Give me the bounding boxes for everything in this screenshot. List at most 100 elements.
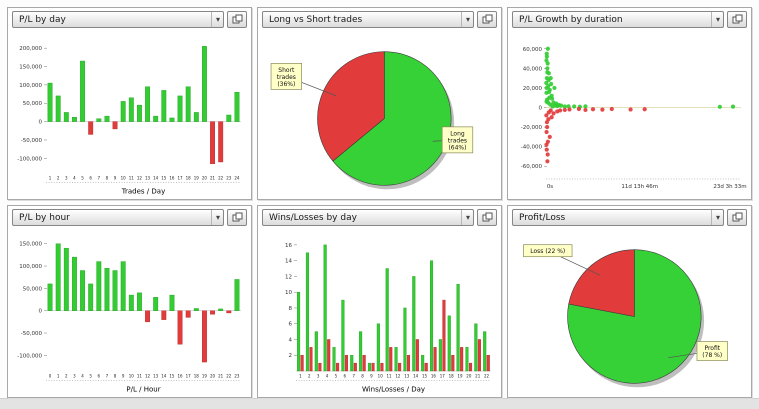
- svg-text:17: 17: [440, 374, 446, 379]
- svg-text:Long: Long: [450, 130, 465, 137]
- panel-pl-by-hour: P/L by hour ▾ 150,000 100,000 50,000 0 -50,0…: [7, 205, 252, 398]
- svg-text:9: 9: [114, 176, 117, 181]
- copy-chart-button[interactable]: [727, 11, 747, 28]
- copy-icon: [732, 14, 742, 24]
- svg-text:2: 2: [65, 374, 68, 379]
- svg-text:20: 20: [466, 374, 472, 379]
- svg-text:20: 20: [210, 374, 216, 379]
- svg-text:10: 10: [129, 374, 135, 379]
- svg-text:16: 16: [285, 243, 292, 249]
- svg-text:10: 10: [285, 290, 292, 296]
- svg-text:(78 %): (78 %): [702, 352, 722, 359]
- chart-type-dropdown[interactable]: Wins/Losses by day ▾: [262, 209, 474, 226]
- svg-text:8: 8: [114, 374, 117, 379]
- dropdown-selected-label: P/L by day: [19, 14, 66, 25]
- panel-long-vs-short-trades: Long vs Short trades ▾ Long trades (64%) Sh…: [257, 7, 502, 200]
- dropdown-selected-label: Wins/Losses by day: [269, 212, 357, 223]
- svg-text:8: 8: [361, 374, 364, 379]
- chart-type-dropdown[interactable]: Profit/Loss ▾: [512, 209, 724, 226]
- svg-text:6: 6: [343, 374, 346, 379]
- svg-text:Short: Short: [278, 67, 295, 74]
- svg-text:24: 24: [234, 176, 240, 181]
- chart-pl-growth-by-duration: 60,000 40,000 20,000 0 -20,000 -40,000 -60,000…: [509, 30, 750, 197]
- svg-text:18: 18: [194, 374, 200, 379]
- svg-text:7: 7: [98, 176, 101, 181]
- copy-chart-button[interactable]: [727, 209, 747, 226]
- chart-type-dropdown[interactable]: P/L by day ▾: [12, 11, 224, 28]
- chevron-down-icon: ▾: [710, 210, 720, 225]
- chart-type-dropdown[interactable]: P/L Growth by duration ▾: [512, 11, 724, 28]
- svg-text:17: 17: [178, 176, 184, 181]
- dropdown-selected-label: P/L Growth by duration: [519, 14, 623, 25]
- svg-text:Loss (22 %): Loss (22 %): [530, 248, 565, 255]
- svg-text:150,000: 150,000: [19, 242, 42, 248]
- svg-text:14: 14: [413, 374, 419, 379]
- chart-profit-loss: Profit (78 %) Loss (22 %): [509, 228, 750, 395]
- svg-text:2: 2: [308, 374, 311, 379]
- svg-text:21: 21: [475, 374, 481, 379]
- svg-text:200,000: 200,000: [19, 46, 42, 52]
- svg-text:Trades / Day: Trades / Day: [121, 188, 165, 196]
- svg-text:2: 2: [57, 176, 60, 181]
- svg-text:P/L / Hour: P/L / Hour: [126, 386, 160, 394]
- panel-wins-losses-by-day: Wins/Losses by day ▾ 16 14 12 10 8 6 4 2 1 2 3 4 5 6 7…: [257, 205, 502, 398]
- svg-text:14: 14: [153, 176, 159, 181]
- chart-type-dropdown[interactable]: P/L by hour ▾: [12, 209, 224, 226]
- svg-text:-100,000: -100,000: [17, 353, 42, 359]
- svg-text:23: 23: [234, 374, 240, 379]
- copy-chart-button[interactable]: [477, 11, 497, 28]
- panel-header: Long vs Short trades ▾: [258, 8, 501, 30]
- svg-text:Wins/Losses / Day: Wins/Losses / Day: [362, 386, 425, 394]
- svg-text:-50,000: -50,000: [21, 331, 43, 337]
- svg-text:-100,000: -100,000: [17, 156, 42, 162]
- svg-text:4: 4: [326, 374, 329, 379]
- svg-text:6: 6: [98, 374, 101, 379]
- copy-icon: [232, 212, 242, 222]
- svg-text:9: 9: [370, 374, 373, 379]
- svg-text:Profit: Profit: [704, 345, 720, 352]
- svg-text:50,000: 50,000: [23, 286, 43, 292]
- svg-text:12: 12: [145, 374, 151, 379]
- dropdown-selected-label: P/L by hour: [19, 212, 70, 223]
- chevron-down-icon: ▾: [460, 210, 470, 225]
- svg-text:8: 8: [106, 176, 109, 181]
- svg-text:6: 6: [289, 322, 293, 328]
- chart-type-dropdown[interactable]: Long vs Short trades ▾: [262, 11, 474, 28]
- svg-text:1: 1: [299, 374, 302, 379]
- svg-text:11: 11: [129, 176, 135, 181]
- svg-text:trades: trades: [448, 137, 467, 144]
- svg-text:13: 13: [153, 374, 159, 379]
- svg-text:22: 22: [484, 374, 490, 379]
- svg-text:0: 0: [49, 374, 52, 379]
- svg-text:0s: 0s: [547, 184, 553, 190]
- copy-icon: [732, 212, 742, 222]
- svg-text:(64%): (64%): [448, 144, 466, 151]
- copy-chart-button[interactable]: [477, 209, 497, 226]
- svg-text:100,000: 100,000: [19, 264, 42, 270]
- svg-text:15: 15: [161, 176, 167, 181]
- svg-text:11: 11: [387, 374, 393, 379]
- svg-text:16: 16: [178, 374, 184, 379]
- svg-text:23d 3h 33m: 23d 3h 33m: [713, 184, 746, 190]
- chevron-down-icon: ▾: [210, 210, 220, 225]
- panel-pl-by-day: P/L by day ▾ 200,000 150,000 100,000 50,000…: [7, 7, 252, 200]
- chevron-down-icon: ▾: [210, 12, 220, 27]
- svg-text:4: 4: [81, 374, 84, 379]
- svg-text:40,000: 40,000: [523, 66, 543, 72]
- svg-text:50,000: 50,000: [23, 101, 43, 107]
- dropdown-selected-label: Long vs Short trades: [269, 14, 363, 25]
- svg-text:3: 3: [65, 176, 68, 181]
- svg-text:19: 19: [202, 374, 208, 379]
- copy-icon: [482, 14, 492, 24]
- svg-text:0: 0: [39, 309, 43, 315]
- svg-text:16: 16: [169, 176, 175, 181]
- svg-text:18: 18: [186, 176, 192, 181]
- chart-pl-by-hour: 150,000 100,000 50,000 0 -50,000 -100,000 0 1 2 3…: [9, 228, 250, 395]
- svg-text:15: 15: [422, 374, 428, 379]
- svg-text:-60,000: -60,000: [521, 164, 543, 170]
- svg-text:21: 21: [210, 176, 216, 181]
- svg-text:14: 14: [161, 374, 167, 379]
- copy-chart-button[interactable]: [227, 11, 247, 28]
- copy-chart-button[interactable]: [227, 209, 247, 226]
- svg-text:9: 9: [122, 374, 125, 379]
